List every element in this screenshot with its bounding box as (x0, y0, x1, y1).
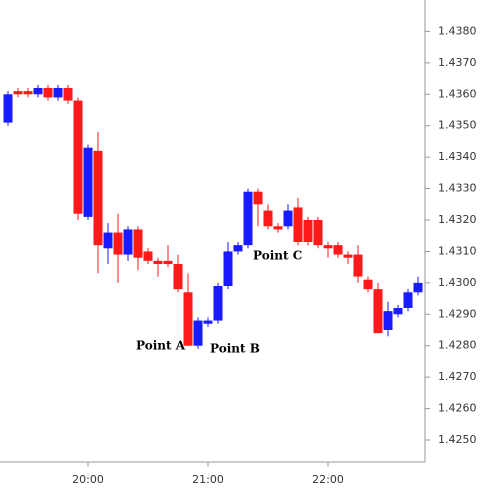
y-tick-label: 1.4340 (438, 150, 477, 163)
candle-body (123, 229, 133, 255)
candle-body (283, 210, 293, 227)
y-tick-label: 1.4250 (438, 433, 477, 446)
candle-body (203, 320, 213, 324)
candle-body (3, 94, 13, 123)
candle-body (83, 147, 93, 217)
candle-body (13, 91, 23, 95)
candle-body (183, 292, 193, 346)
candle-body (263, 210, 273, 227)
candle-body (323, 245, 333, 249)
candle-body (363, 279, 373, 290)
candle-body (73, 100, 83, 214)
candle-body (23, 91, 33, 95)
y-tick-label: 1.4290 (438, 307, 477, 320)
y-tick-label: 1.4260 (438, 402, 477, 415)
candle-body (143, 251, 153, 261)
candle-body (373, 289, 383, 334)
candle-body (43, 88, 53, 98)
y-tick-label: 1.4310 (438, 244, 477, 257)
y-tick-label: 1.4330 (438, 182, 477, 195)
candle-body (233, 245, 243, 252)
candle-body (243, 191, 253, 246)
annotation: Point A (136, 339, 186, 353)
x-tick-label: 21:00 (192, 473, 224, 486)
candle-body (253, 191, 263, 205)
candle-body (63, 88, 73, 101)
y-tick-label: 1.4300 (438, 276, 477, 289)
candle-body (223, 251, 233, 286)
candle-body (153, 260, 163, 264)
annotation: Point C (253, 249, 302, 263)
candle-body (133, 229, 143, 258)
y-tick-label: 1.4280 (438, 339, 477, 352)
candle-body (173, 264, 183, 290)
candle-body (333, 245, 343, 255)
y-tick-label: 1.4360 (438, 87, 477, 100)
candle-body (303, 220, 313, 242)
candle-body (293, 207, 303, 242)
candle-body (103, 232, 113, 249)
candle-body (33, 88, 43, 95)
candle-body (383, 311, 393, 330)
candle-body (113, 232, 123, 255)
y-tick-label: 1.4350 (438, 119, 477, 132)
candle-body (163, 260, 173, 264)
x-tick-label: 22:00 (312, 473, 344, 486)
y-tick-label: 1.4370 (438, 56, 477, 69)
y-tick-label: 1.4320 (438, 213, 477, 226)
candle-body (403, 292, 413, 308)
candle-body (93, 150, 103, 246)
candle-body (353, 254, 363, 277)
annotation: Point B (210, 342, 260, 356)
candle-body (273, 226, 283, 230)
candle-body (393, 308, 403, 315)
x-tick-label: 20:00 (72, 473, 104, 486)
y-tick-label: 1.4270 (438, 370, 477, 383)
candle-body (413, 282, 423, 293)
candle-body (343, 254, 353, 258)
candle-body (313, 220, 323, 246)
candle-body (193, 320, 203, 346)
candle-body (213, 286, 223, 321)
y-tick-label: 1.4380 (438, 24, 477, 37)
candle-body (53, 88, 63, 98)
